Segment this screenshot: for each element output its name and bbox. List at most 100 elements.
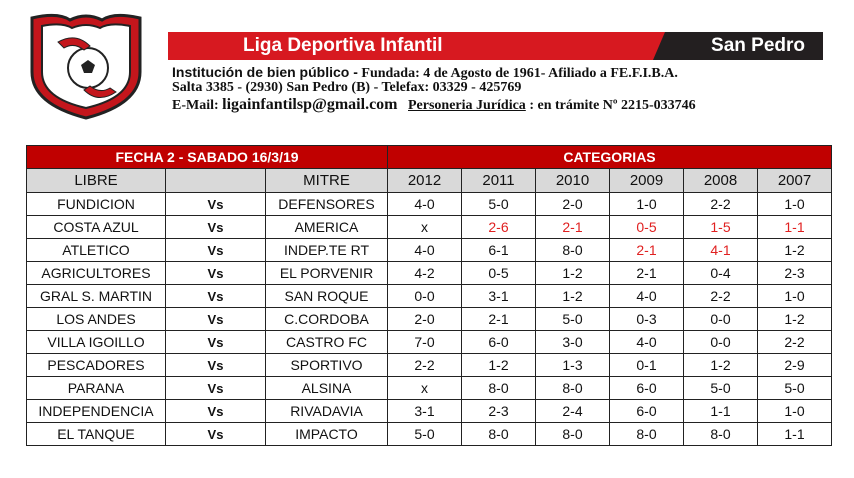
home-team: PARANA xyxy=(26,376,166,400)
score-cell: 4-0 xyxy=(387,238,462,262)
league-name: Liga Deportiva Infantil xyxy=(243,35,443,56)
year-header: 2009 xyxy=(609,168,684,193)
score-cell: 5-0 xyxy=(461,192,536,216)
league-shield-logo xyxy=(30,13,142,120)
home-team: LOS ANDES xyxy=(26,307,166,331)
score-cell: 2-2 xyxy=(387,353,462,377)
score-cell: 0-5 xyxy=(609,215,684,239)
vs-label: Vs xyxy=(165,284,266,308)
home-team: COSTA AZUL xyxy=(26,215,166,239)
score-cell: 2-2 xyxy=(757,330,832,354)
home-header: LIBRE xyxy=(26,168,166,193)
score-cell: 1-3 xyxy=(535,353,610,377)
score-cell: 2-1 xyxy=(461,307,536,331)
score-cell: 4-2 xyxy=(387,261,462,285)
score-cell: 1-5 xyxy=(683,215,758,239)
year-header: 2011 xyxy=(461,168,536,193)
vs-header xyxy=(165,168,266,193)
score-cell: 0-0 xyxy=(387,284,462,308)
match-row: COSTA AZUL Vs AMERICA x 2-6 2-1 0-5 1-5 1-1 xyxy=(26,215,832,239)
score-cell: 6-0 xyxy=(609,376,684,400)
score-cell: 8-0 xyxy=(535,238,610,262)
score-cell: 4-0 xyxy=(387,192,462,216)
match-row: AGRICULTORES Vs EL PORVENIR 4-2 0-5 1-2 2-1 0-4… xyxy=(26,261,832,285)
vs-label: Vs xyxy=(165,330,266,354)
score-cell: 8-0 xyxy=(535,422,610,446)
score-cell: 6-0 xyxy=(609,399,684,423)
year-header: 2012 xyxy=(387,168,462,193)
match-row: GRAL S. MARTIN Vs SAN ROQUE 0-0 3-1 1-2 4-0 2-2… xyxy=(26,284,832,308)
score-cell: 5-0 xyxy=(535,307,610,331)
score-cell: 2-1 xyxy=(609,261,684,285)
match-row: LOS ANDES Vs C.CORDOBA 2-0 2-1 5-0 0-3 0-0 1-2 xyxy=(26,307,832,331)
score-cell: 1-0 xyxy=(757,284,832,308)
away-team: IMPACTO xyxy=(265,422,388,446)
score-cell: 2-2 xyxy=(683,192,758,216)
away-team: RIVADAVIA xyxy=(265,399,388,423)
score-cell: 1-0 xyxy=(757,399,832,423)
score-cell: 8-0 xyxy=(535,376,610,400)
score-cell: 6-1 xyxy=(461,238,536,262)
away-header: MITRE xyxy=(265,168,388,193)
home-team: ATLETICO xyxy=(26,238,166,262)
score-cell: 8-0 xyxy=(461,376,536,400)
score-cell: 2-1 xyxy=(609,238,684,262)
away-team: INDEP.TE RT xyxy=(265,238,388,262)
categorias-header: CATEGORIAS xyxy=(387,145,832,169)
match-row: PARANA Vs ALSINA x 8-0 8-0 6-0 5-0 5-0 xyxy=(26,376,832,400)
vs-label: Vs xyxy=(165,376,266,400)
away-team: DEFENSORES xyxy=(265,192,388,216)
score-cell: 2-6 xyxy=(461,215,536,239)
score-cell: 0-4 xyxy=(683,261,758,285)
score-cell: 2-3 xyxy=(757,261,832,285)
score-cell: 2-3 xyxy=(461,399,536,423)
score-cell: 2-1 xyxy=(535,215,610,239)
away-team: EL PORVENIR xyxy=(265,261,388,285)
score-cell: 2-2 xyxy=(683,284,758,308)
vs-label: Vs xyxy=(165,261,266,285)
score-cell: 8-0 xyxy=(461,422,536,446)
score-cell: 3-1 xyxy=(387,399,462,423)
vs-label: Vs xyxy=(165,307,266,331)
year-header: 2010 xyxy=(535,168,610,193)
foundation-text: Fundada: 4 de Agosto de 1961- Afiliado a… xyxy=(357,66,678,81)
match-row: EL TANQUE Vs IMPACTO 5-0 8-0 8-0 8-0 8-0 1-1 xyxy=(26,422,832,446)
score-cell: 3-0 xyxy=(535,330,610,354)
vs-label: Vs xyxy=(165,422,266,446)
score-cell: 1-2 xyxy=(535,284,610,308)
home-team: EL TANQUE xyxy=(26,422,166,446)
score-cell: 4-0 xyxy=(609,284,684,308)
score-cell: 1-2 xyxy=(757,238,832,262)
score-cell: 0-0 xyxy=(683,307,758,331)
home-team: GRAL S. MARTIN xyxy=(26,284,166,308)
league-banner: Liga Deportiva Infantil San Pedro xyxy=(168,32,823,60)
personeria-text: : en trámite Nº 2215-033746 xyxy=(525,98,696,113)
institution-label: Institución de bien público - xyxy=(172,64,358,80)
score-cell: x xyxy=(387,215,462,239)
score-cell: 1-2 xyxy=(757,307,832,331)
year-header: 2008 xyxy=(683,168,758,193)
match-row: INDEPENDENCIA Vs RIVADAVIA 3-1 2-3 2-4 6-0 1-1 1… xyxy=(26,399,832,423)
score-cell: 1-2 xyxy=(535,261,610,285)
home-team: PESCADORES xyxy=(26,353,166,377)
email-link[interactable]: ligainfantilsp@gmail.com xyxy=(222,96,398,113)
score-cell: 8-0 xyxy=(683,422,758,446)
match-row: VILLA IGOILLO Vs CASTRO FC 7-0 6-0 3-0 4-0 0-0 2… xyxy=(26,330,832,354)
score-cell: 2-0 xyxy=(535,192,610,216)
score-cell: 1-1 xyxy=(757,215,832,239)
match-row: FUNDICION Vs DEFENSORES 4-0 5-0 2-0 1-0 2-2 1-0 xyxy=(26,192,832,216)
away-team: SAN ROQUE xyxy=(265,284,388,308)
home-team: INDEPENDENCIA xyxy=(26,399,166,423)
personeria-label: Personeria Jurídica xyxy=(408,98,526,113)
city-name: San Pedro xyxy=(711,35,805,56)
home-team: FUNDICION xyxy=(26,192,166,216)
score-cell: 1-1 xyxy=(757,422,832,446)
score-cell: 1-0 xyxy=(757,192,832,216)
vs-label: Vs xyxy=(165,192,266,216)
vs-label: Vs xyxy=(165,215,266,239)
address-line: Salta 3385 - (2930) San Pedro (B) - Tele… xyxy=(172,80,522,95)
score-cell: 0-5 xyxy=(461,261,536,285)
score-cell: 2-9 xyxy=(757,353,832,377)
score-cell: 4-0 xyxy=(609,330,684,354)
score-cell: 4-1 xyxy=(683,238,758,262)
